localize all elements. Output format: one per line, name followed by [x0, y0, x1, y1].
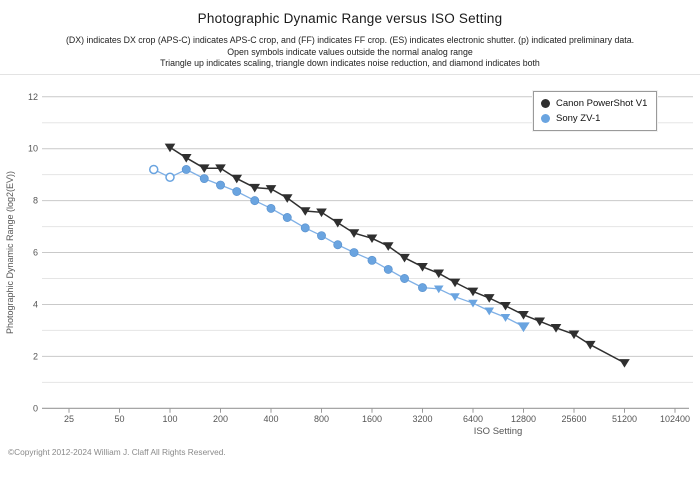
data-point [266, 203, 276, 213]
sony-series-marker-icon [541, 114, 550, 123]
data-point-triangle [484, 307, 495, 316]
data-point [216, 180, 225, 190]
x-tick-label: 50 [114, 414, 124, 424]
data-point-triangle [316, 208, 327, 218]
data-point [400, 274, 409, 283]
x-tick-label: 25 [64, 414, 74, 424]
series-canon-powershot-v1 [164, 143, 630, 368]
data-point-triangle [619, 359, 630, 368]
y-tick-label: 0 [33, 403, 38, 413]
data-point-triangle [332, 218, 344, 228]
legend-label-canon: Canon PowerShot V1 [556, 98, 648, 109]
data-point-triangle [281, 194, 293, 203]
data-point-triangle [449, 278, 461, 288]
x-tick-label: 12800 [511, 414, 536, 424]
x-tick-label: 6400 [463, 414, 483, 424]
data-point-triangle [399, 253, 410, 263]
data-point-triangle [500, 301, 511, 311]
series-sony-zv-1 [148, 164, 530, 333]
data-point [181, 165, 191, 174]
data-point-triangle-large [517, 322, 530, 333]
canon-series-marker-icon [541, 99, 550, 108]
x-axis [42, 407, 689, 413]
data-point-triangle [483, 294, 495, 303]
data-point-triangle [518, 311, 529, 320]
data-point-triangle [550, 324, 562, 333]
x-tick-label: 800 [314, 414, 329, 424]
legend-label-sony: Sony ZV-1 [556, 113, 601, 124]
data-point [349, 248, 359, 257]
y-tick-label: 12 [28, 92, 38, 102]
data-point-triangle [299, 207, 311, 216]
chart-header: Photographic Dynamic Range versus ISO Se… [0, 0, 700, 70]
data-point [418, 283, 427, 293]
legend-item-sony: Sony ZV-1 [541, 111, 647, 126]
x-tick-label: 400 [263, 414, 278, 424]
legend: Canon PowerShot V1 Sony ZV-1 [533, 91, 658, 131]
y-tick-label: 10 [28, 144, 38, 154]
data-point [282, 213, 292, 222]
data-point-triangle [468, 299, 478, 308]
y-tick-label: 8 [33, 196, 38, 206]
data-point-triangle [568, 330, 580, 340]
data-point [333, 240, 343, 250]
data-point-triangle [433, 285, 444, 294]
y-tick-label: 4 [33, 299, 38, 309]
data-point-triangle [382, 242, 394, 251]
data-point-triangle [500, 314, 511, 322]
data-point [232, 187, 242, 196]
data-point-triangle [366, 234, 378, 244]
data-point-triangle [180, 153, 192, 163]
subtitle-line-2: Open symbols indicate values outside the… [227, 46, 473, 57]
data-point [383, 264, 393, 274]
subtitle-line-1: (DX) indicates DX crop (APS-C) indicates… [65, 35, 635, 45]
data-point-triangle [249, 183, 261, 193]
data-point-triangle [164, 143, 176, 153]
y-tick-label: 2 [33, 351, 38, 361]
data-point-triangle [534, 317, 546, 327]
data-point-triangle [417, 263, 428, 272]
header-divider [0, 74, 700, 75]
data-point-open [165, 172, 175, 183]
x-tick-label: 25600 [561, 414, 586, 424]
data-point [317, 231, 326, 241]
x-tick-label: 1600 [362, 414, 382, 424]
legend-item-canon: Canon PowerShot V1 [541, 96, 647, 111]
data-point-triangle [584, 340, 596, 350]
y-axis-title: Photographic Dynamic Range (log2(EV)) [5, 171, 15, 334]
data-point-open [148, 164, 159, 175]
data-point [199, 174, 209, 184]
x-axis-title: ISO Setting [474, 426, 523, 437]
y-tick-labels: 0 2 4 6 8 10 12 [28, 92, 38, 414]
copyright-notice: ©Copyright 2012-2024 William J. Claff Al… [8, 447, 226, 457]
data-point-triangle [215, 164, 226, 173]
x-tick-label: 51200 [612, 414, 637, 424]
data-point [300, 223, 310, 233]
data-point-triangle [198, 164, 210, 173]
data-point-triangle [231, 174, 243, 184]
x-tick-label: 102400 [660, 414, 690, 424]
y-tick-label: 6 [33, 248, 38, 258]
x-tick-label: 3200 [412, 414, 432, 424]
data-point-triangle [265, 185, 277, 194]
subtitle-line-3: Triangle up indicates scaling, triangle … [160, 58, 540, 68]
data-point [250, 196, 260, 206]
x-tick-label: 200 [213, 414, 228, 424]
x-tick-labels: 25 50 100 200 400 800 1600 3200 6400 12800 25600 51… [64, 414, 690, 424]
chart-subtitle: (DX) indicates DX crop (APS-C) indicates… [0, 35, 700, 70]
axis-titles: Photographic Dynamic Range (log2(EV)) ISO… [5, 171, 522, 437]
data-point-triangle [450, 293, 460, 302]
data-point-triangle [433, 269, 445, 279]
chart-title: Photographic Dynamic Range versus ISO Se… [197, 11, 503, 26]
data-point [367, 255, 377, 265]
x-tick-label: 100 [162, 414, 177, 424]
data-point-triangle [467, 287, 479, 297]
data-point-triangle [348, 229, 360, 238]
gridlines [42, 96, 693, 383]
